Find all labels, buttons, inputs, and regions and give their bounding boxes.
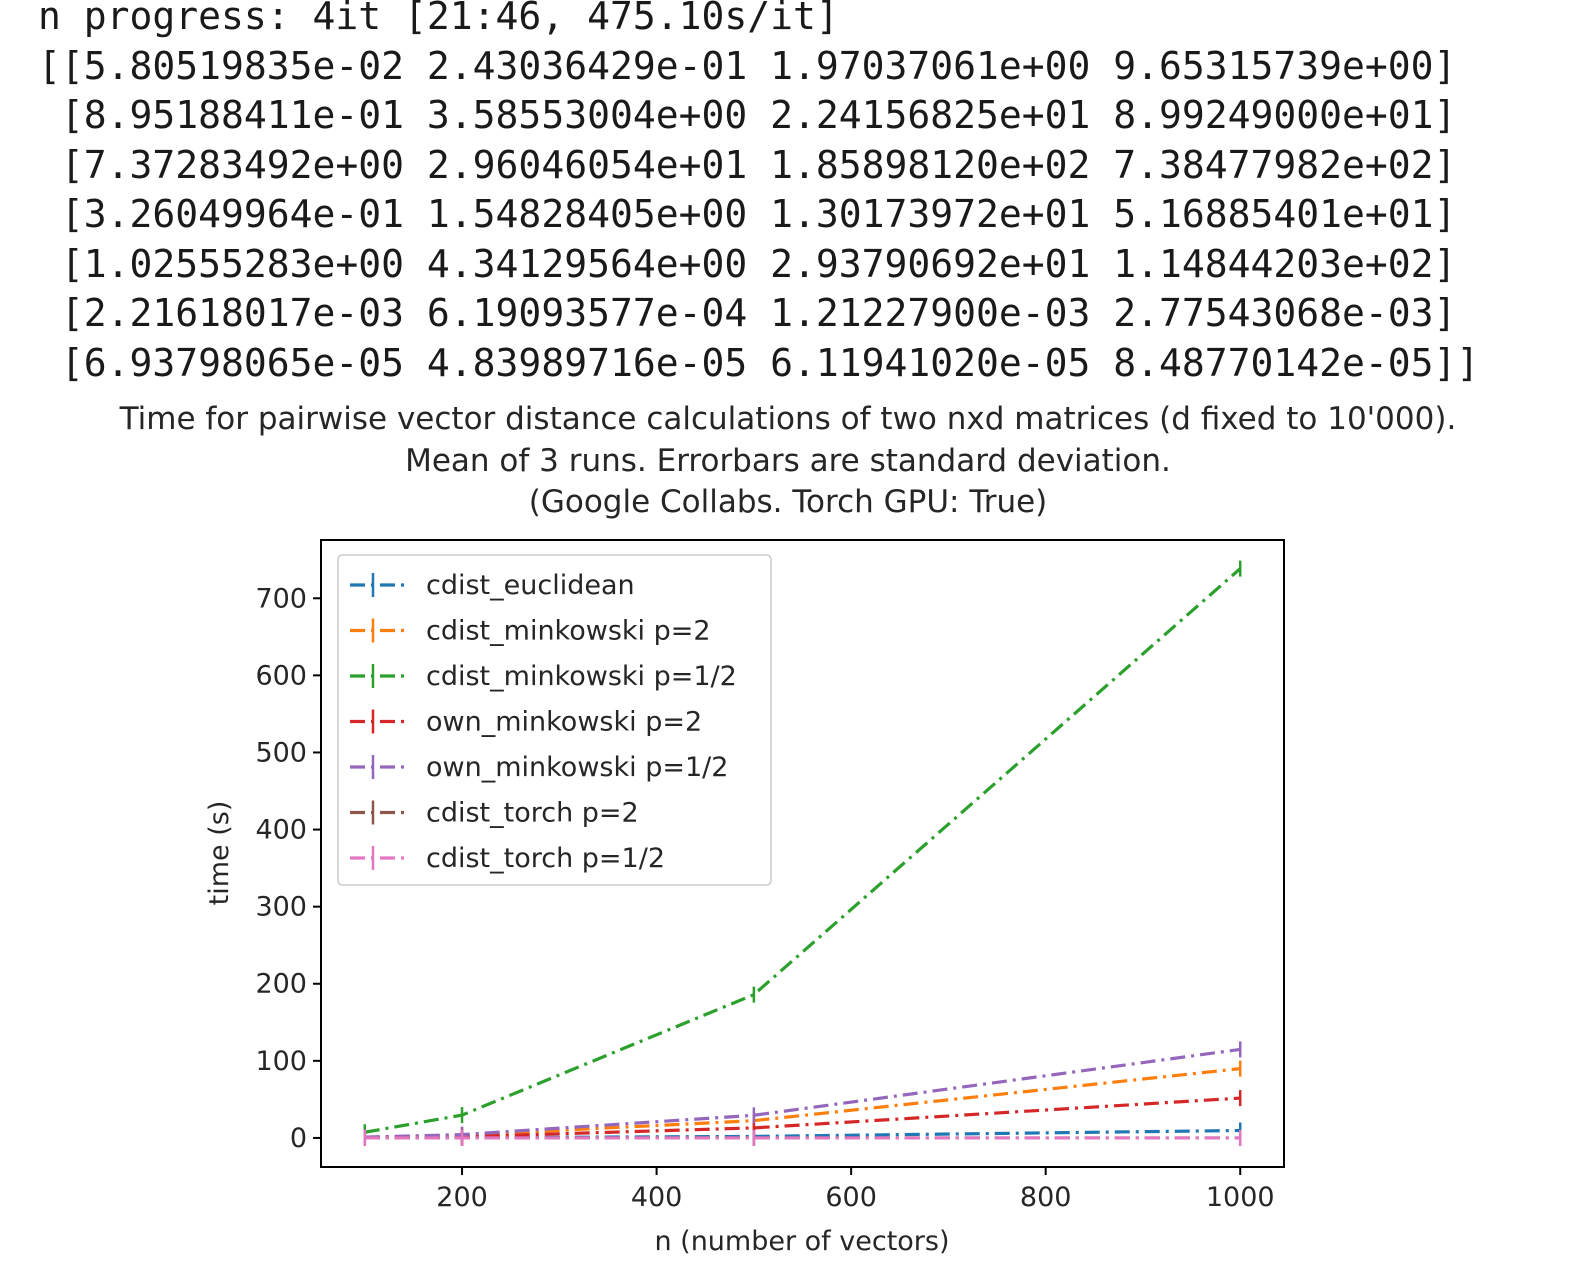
legend: cdist_euclidean cdist_minkowski p=2 cdist_… [337,554,772,886]
y-tick-label: 300 [255,892,307,923]
progress-line: n progress: 4it [21:46, 475.10s/it] [38,0,839,38]
x-tick-label: 1000 [1206,1182,1275,1213]
legend-label: cdist_minkowski p=1/2 [426,661,737,692]
x-tick-label: 800 [1020,1182,1072,1213]
chart-title-line-2: Mean of 3 runs. Errorbars are standard d… [405,443,1171,479]
legend-label: own_minkowski p=2 [426,707,702,738]
y-axis-label: time (s) [204,801,235,906]
series-line [364,1067,1241,1139]
x-axis-label: n (number of vectors) [654,1226,949,1257]
legend-label: cdist_torch p=1/2 [426,843,665,874]
legend-box [337,554,772,886]
y-tick-label: 100 [255,1046,307,1077]
y-tick-label: 500 [255,737,307,768]
matrix-line: [1.02555283e+00 4.34129564e+00 2.9379069… [38,241,1457,286]
chart-title-line-1: Time for pairwise vector distance calcul… [119,401,1457,437]
matrix-line: [[5.80519835e-02 2.43036429e-01 1.970370… [38,43,1457,88]
series-line [364,1047,1241,1139]
y-tick-label: 200 [255,969,307,1000]
legend-label: cdist_torch p=2 [426,798,639,829]
x-tick-label: 600 [825,1182,877,1213]
plot-series [363,560,1242,1146]
legend-label: own_minkowski p=1/2 [426,752,728,783]
matrix-line: [3.26049964e-01 1.54828405e+00 1.3017397… [38,192,1457,236]
matrix-line: [8.95188411e-01 3.58553004e+00 2.2415682… [38,93,1457,137]
series-line [364,1096,1241,1140]
x-tick-label: 400 [631,1182,683,1213]
chart-title-line-3: (Google Collabs. Torch GPU: True) [529,484,1048,520]
y-tick-label: 400 [255,815,307,846]
legend-label: cdist_euclidean [426,570,635,601]
x-tick-label: 200 [436,1182,488,1213]
legend-label: cdist_minkowski p=2 [426,616,711,647]
y-axis: 0 100 200 300 400 500 600 700 [255,583,321,1154]
matrix-line: [6.93798065e-05 4.83989716e-05 6.1194102… [38,340,1480,385]
y-tick-label: 600 [255,660,307,691]
y-tick-label: 700 [255,583,307,614]
console-output: n progress: 4it [21:46, 475.10s/it] [[5.8… [38,0,1479,388]
x-axis: 200 400 600 800 1000 [436,1167,1275,1213]
matrix-line: [7.37283492e+00 2.96046054e+01 1.8589812… [38,142,1457,187]
matrix-line: [2.21618017e-03 6.19093577e-04 1.2122790… [38,291,1457,335]
y-tick-label: 0 [290,1123,307,1154]
plot-frame [320,539,1285,1168]
